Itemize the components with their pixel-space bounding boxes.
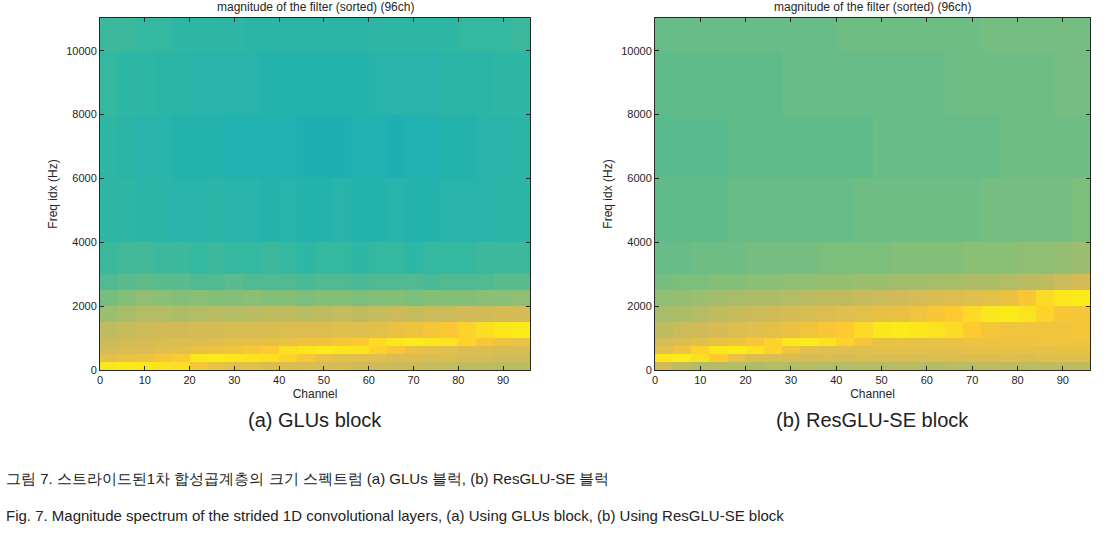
- svg-text:10000: 10000: [621, 45, 652, 57]
- svg-text:50: 50: [318, 374, 330, 386]
- svg-text:40: 40: [273, 374, 285, 386]
- svg-text:Channel: Channel: [850, 387, 895, 401]
- svg-text:8000: 8000: [72, 108, 96, 120]
- svg-text:4000: 4000: [627, 236, 651, 248]
- svg-text:그림 7. 스트라이드된1차 합성곱계층의 크기 스펙트럼: 그림 7. 스트라이드된1차 합성곱계층의 크기 스펙트럼 (a) GLUs 블…: [6, 470, 609, 487]
- svg-text:80: 80: [452, 374, 464, 386]
- svg-text:0: 0: [652, 374, 658, 386]
- svg-text:60: 60: [921, 374, 933, 386]
- svg-text:60: 60: [363, 374, 375, 386]
- svg-text:6000: 6000: [72, 172, 96, 184]
- svg-text:(a) GLUs block: (a) GLUs block: [248, 409, 382, 431]
- svg-text:20: 20: [183, 374, 195, 386]
- svg-text:10000: 10000: [66, 45, 97, 57]
- svg-text:0: 0: [91, 364, 97, 376]
- svg-text:6000: 6000: [627, 172, 651, 184]
- svg-text:Channel: Channel: [293, 387, 338, 401]
- svg-text:2000: 2000: [72, 300, 96, 312]
- svg-text:10: 10: [694, 374, 706, 386]
- svg-text:2000: 2000: [627, 300, 651, 312]
- svg-text:40: 40: [830, 374, 842, 386]
- svg-text:70: 70: [407, 374, 419, 386]
- svg-text:8000: 8000: [627, 108, 651, 120]
- svg-text:0: 0: [97, 374, 103, 386]
- svg-text:50: 50: [875, 374, 887, 386]
- svg-text:(b) ResGLU-SE block: (b) ResGLU-SE block: [776, 409, 969, 431]
- svg-text:90: 90: [497, 374, 509, 386]
- svg-text:30: 30: [228, 374, 240, 386]
- svg-text:magnitude of the filter (sorte: magnitude of the filter (sorted) (96ch): [217, 0, 414, 14]
- svg-text:70: 70: [966, 374, 978, 386]
- svg-text:80: 80: [1011, 374, 1023, 386]
- svg-text:90: 90: [1057, 374, 1069, 386]
- svg-text:30: 30: [785, 374, 797, 386]
- svg-text:10: 10: [139, 374, 151, 386]
- svg-text:0: 0: [646, 364, 652, 376]
- svg-text:Fig. 7. Magnitude spectrum of: Fig. 7. Magnitude spectrum of the stride…: [6, 507, 784, 524]
- svg-text:Freq idx (Hz): Freq idx (Hz): [46, 159, 60, 228]
- svg-text:Freq idx (Hz): Freq idx (Hz): [601, 159, 615, 228]
- svg-text:magnitude of the filter (sorte: magnitude of the filter (sorted) (96ch): [774, 0, 971, 14]
- svg-text:20: 20: [740, 374, 752, 386]
- svg-text:4000: 4000: [72, 236, 96, 248]
